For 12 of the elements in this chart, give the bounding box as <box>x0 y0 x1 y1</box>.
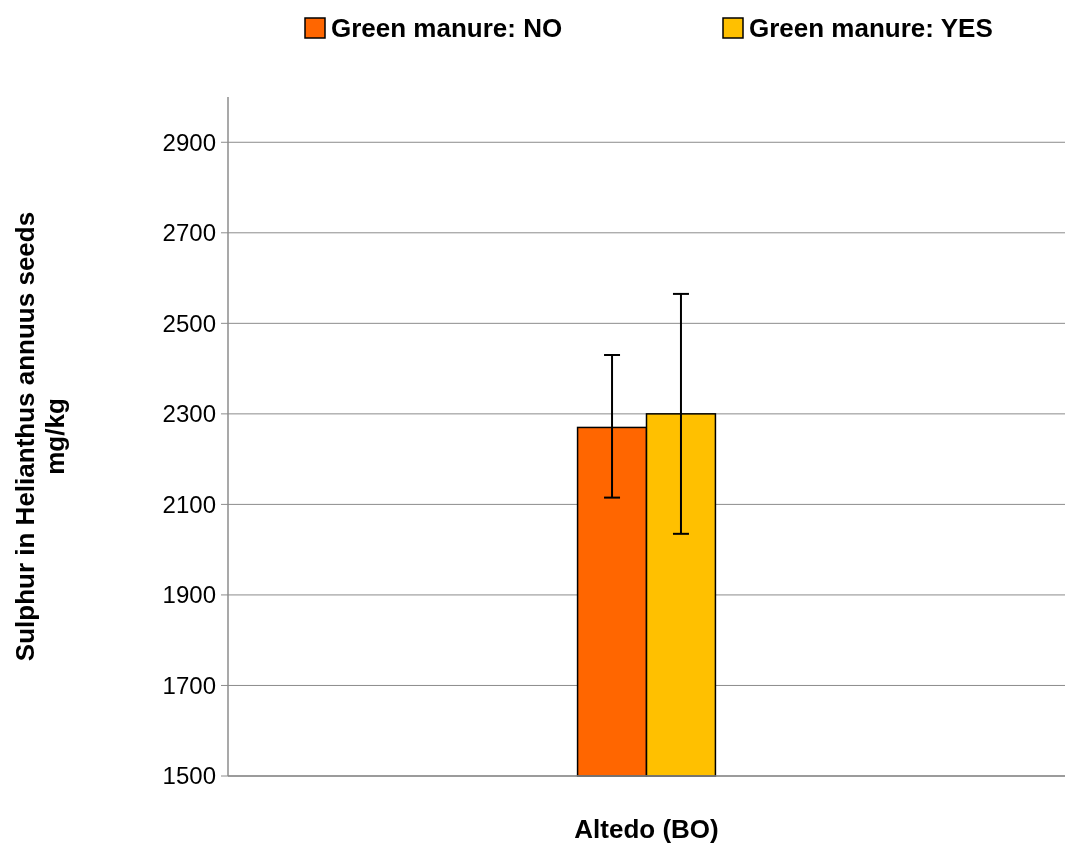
y-tick-label: 1500 <box>162 762 216 790</box>
legend-label: Green manure: NO <box>331 13 563 43</box>
y-tick-label: 2100 <box>162 490 216 518</box>
y-tick-label: 1700 <box>162 671 216 699</box>
y-tick-label: 2300 <box>162 400 216 428</box>
y-tick-label: 1900 <box>162 581 216 609</box>
y-tick-label: 2900 <box>162 128 216 156</box>
y-tick-label: 2500 <box>162 309 216 337</box>
x-tick-label: Altedo (BO) <box>574 814 719 844</box>
legend-label: Green manure: YES <box>749 13 993 43</box>
y-tick-label: 2700 <box>162 219 216 247</box>
y-axis-title: Sulphur in Helianthus annuus seeds mg/kg <box>10 211 70 662</box>
